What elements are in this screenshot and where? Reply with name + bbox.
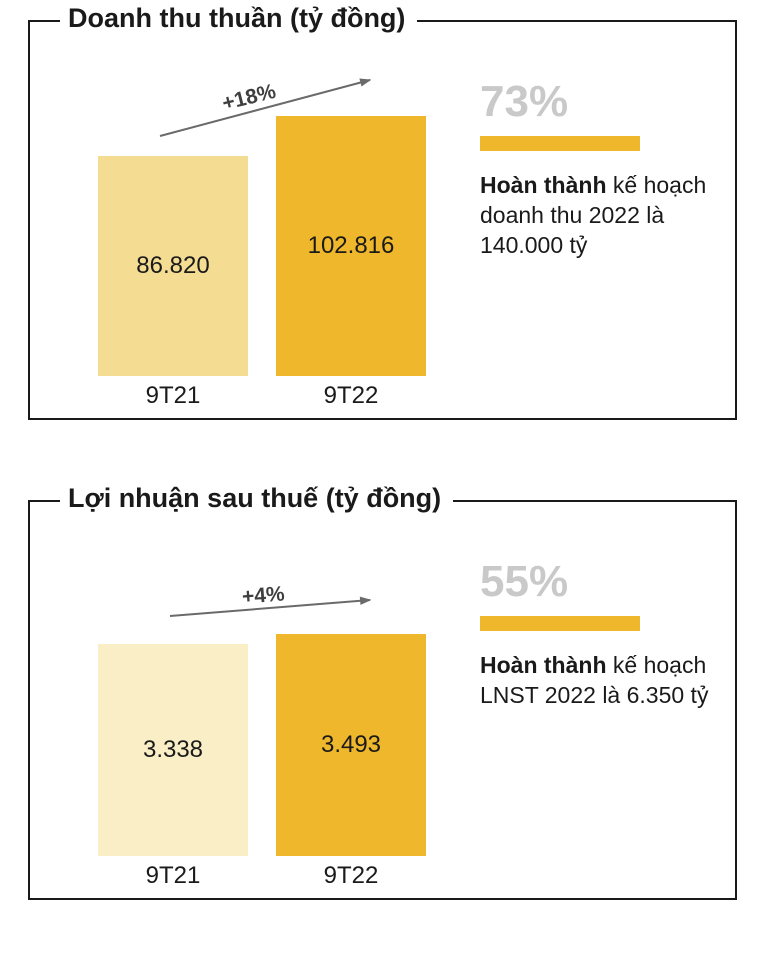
growth-label: +4%: [241, 583, 285, 610]
side-summary: 73% Hoàn thành kế hoạch doanh thu 2022 là…: [480, 80, 711, 261]
panel-0: Doanh thu thuần (tỷ đồng)+18%86.8209T211…: [28, 20, 737, 420]
description-bold: Hoàn thành: [480, 172, 607, 198]
panel-title: Doanh thu thuần (tỷ đồng): [60, 3, 417, 34]
panel-title: Lợi nhuận sau thuế (tỷ đồng): [60, 483, 453, 514]
panel-1: Lợi nhuận sau thuế (tỷ đồng)+4%3.3389T21…: [28, 500, 737, 900]
bar-label: 9T21: [98, 382, 248, 410]
underline-bar: [480, 616, 640, 631]
bar-chart: +18%86.8209T21102.8169T22: [70, 66, 440, 376]
bar: 3.3389T21: [98, 644, 248, 856]
bar-value: 3.338: [143, 736, 203, 764]
bar-label: 9T22: [276, 862, 426, 890]
bar-value: 102.816: [308, 232, 395, 260]
completion-description: Hoàn thành kế hoạch doanh thu 2022 là 14…: [480, 171, 711, 261]
bar: 3.4939T22: [276, 634, 426, 856]
bar-chart: +4% 3.3389T213.4939T22: [70, 546, 440, 856]
bar-value: 86.820: [136, 252, 209, 280]
side-summary: 55% Hoàn thành kế hoạch LNST 2022 là 6.35…: [480, 560, 711, 711]
completion-percent: 73%: [480, 80, 711, 124]
bar: 102.8169T22: [276, 116, 426, 376]
bar-label: 9T21: [98, 862, 248, 890]
underline-bar: [480, 136, 640, 151]
bar-value: 3.493: [321, 731, 381, 759]
description-bold: Hoàn thành: [480, 652, 607, 678]
bar-label: 9T22: [276, 382, 426, 410]
completion-percent: 55%: [480, 560, 711, 604]
completion-description: Hoàn thành kế hoạch LNST 2022 là 6.350 t…: [480, 651, 711, 711]
bar: 86.8209T21: [98, 156, 248, 376]
